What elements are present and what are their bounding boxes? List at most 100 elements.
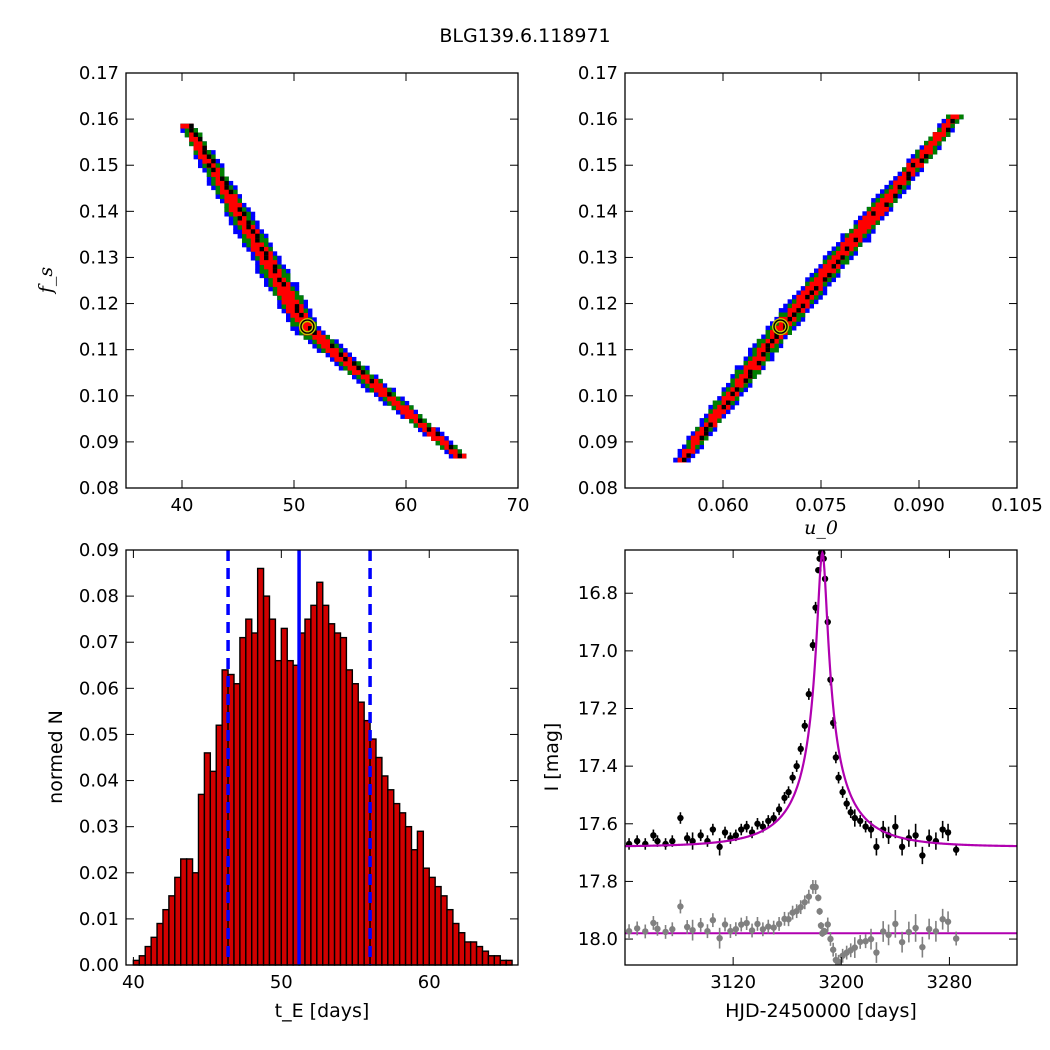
histogram-bar — [487, 955, 496, 966]
density-core-cell — [299, 312, 304, 318]
residual-point — [835, 958, 842, 965]
x-tick-label: 60 — [418, 972, 441, 993]
histogram-bar — [475, 945, 484, 966]
density-core-cell — [198, 136, 203, 142]
density-cell — [941, 127, 946, 133]
observation-point — [738, 826, 745, 833]
density-core-cell — [844, 246, 850, 251]
density-core-cell — [189, 123, 194, 129]
density-cell — [224, 198, 238, 204]
residual-point — [727, 927, 734, 935]
density-cell — [734, 382, 744, 388]
density-cell — [752, 356, 766, 362]
y-tick-label: 0.05 — [79, 724, 119, 745]
residual-point — [770, 924, 777, 931]
tE-histogram-ylabel: normed N — [45, 710, 67, 804]
density-cell — [814, 277, 828, 283]
observation-point — [633, 837, 641, 845]
observation-point — [789, 774, 796, 781]
residual-point — [785, 916, 792, 923]
density-cell — [871, 206, 889, 212]
observation-point — [781, 794, 788, 802]
density-cell — [431, 436, 445, 441]
observation-point — [944, 829, 952, 836]
density-core-cell — [308, 326, 313, 331]
residual-point — [738, 921, 745, 928]
histogram-bar — [387, 789, 395, 966]
histogram-bar — [404, 825, 413, 966]
observation-point — [925, 834, 933, 842]
x-tick-label: 3120 — [710, 972, 756, 993]
y-tick-label: 0.09 — [79, 432, 119, 453]
panel-u0-fs: 0.060 0.075 0.090 0.105 0.08 0.09 0.10 0.11 0.12… — [578, 63, 1043, 539]
observation-point — [743, 823, 750, 830]
density-core-cell — [734, 387, 740, 392]
density-core-cell — [765, 343, 770, 348]
density-cell — [325, 348, 339, 353]
histogram-bar — [393, 802, 401, 966]
y-tick-label: 0.06 — [79, 678, 119, 699]
density-cell — [312, 334, 326, 340]
density-cell — [827, 259, 841, 265]
density-cell — [690, 435, 704, 441]
observation-point — [650, 832, 657, 839]
density-cell — [787, 308, 806, 313]
histogram-bar — [493, 955, 501, 966]
density-cell — [277, 286, 291, 292]
density-cell — [404, 414, 418, 419]
residual-point — [857, 938, 864, 946]
density-core-cell — [246, 224, 251, 230]
density-core-cell — [224, 185, 229, 190]
density-cell — [378, 392, 392, 397]
residual-point — [716, 934, 723, 942]
density-core-cell — [418, 418, 423, 423]
density-cell — [228, 207, 242, 213]
observation-point — [892, 823, 899, 830]
residual-point — [732, 925, 740, 933]
density-core-cell — [211, 167, 216, 173]
density-core-cell — [743, 378, 748, 383]
y-tick-label: 0.12 — [79, 294, 119, 315]
density-core-cell — [910, 162, 916, 168]
observation-point — [805, 690, 813, 698]
density-cell — [756, 352, 766, 357]
observation-point — [832, 754, 840, 761]
lightcurve-ylabel: I [mag] — [541, 723, 563, 792]
observation-point — [898, 843, 906, 851]
observation-point — [654, 837, 661, 845]
tE-histogram-ticks: 40 50 60 0.00 0.01 0.02 0.03 0.04 0.05 0.06 0.07 0.… — [79, 540, 518, 993]
observation-point — [785, 788, 792, 796]
density-core-cell — [853, 237, 858, 243]
density-cell — [198, 154, 212, 160]
density-core-cell — [800, 303, 806, 309]
figure-title: BLG139.6.118971 — [439, 25, 610, 47]
observation-point — [716, 843, 723, 851]
tE-histogram-bars — [132, 567, 513, 966]
tE-fs-best-fit-marker — [298, 318, 316, 336]
residual-point — [867, 935, 875, 943]
density-cell — [180, 123, 194, 129]
density-cell — [352, 370, 366, 375]
density-core-cell — [730, 391, 735, 397]
lightcurve-ticks: 3120 3200 3280 16.8 17.0 17.2 17.4 17.6 17.8 18.0 — [578, 550, 1017, 993]
histogram-bar — [286, 659, 294, 966]
density-core-cell — [809, 290, 814, 295]
observation-point — [851, 814, 858, 822]
residual-point — [829, 946, 837, 953]
y-tick-label: 0.15 — [578, 155, 618, 176]
y-tick-label: 17.8 — [578, 871, 618, 892]
y-tick-label: 0.03 — [79, 817, 119, 838]
histogram-bar — [245, 618, 253, 966]
histogram-bar — [345, 669, 354, 966]
y-tick-label: 0.15 — [79, 155, 119, 176]
density-cell — [360, 374, 370, 380]
density-core-cell — [827, 272, 832, 278]
lightcurve-xlabel: HJD-2450000 [days] — [725, 1000, 917, 1022]
y-tick-label: 0.07 — [79, 632, 119, 653]
tE-fs-axes-frame — [125, 72, 519, 489]
density-cell — [695, 431, 709, 437]
density-core-cell — [840, 255, 845, 260]
panel-tE-histogram: 40 50 60 0.00 0.01 0.02 0.03 0.04 0.05 0.06 0.07 0.… — [45, 540, 519, 1022]
density-core-cell — [448, 444, 454, 450]
